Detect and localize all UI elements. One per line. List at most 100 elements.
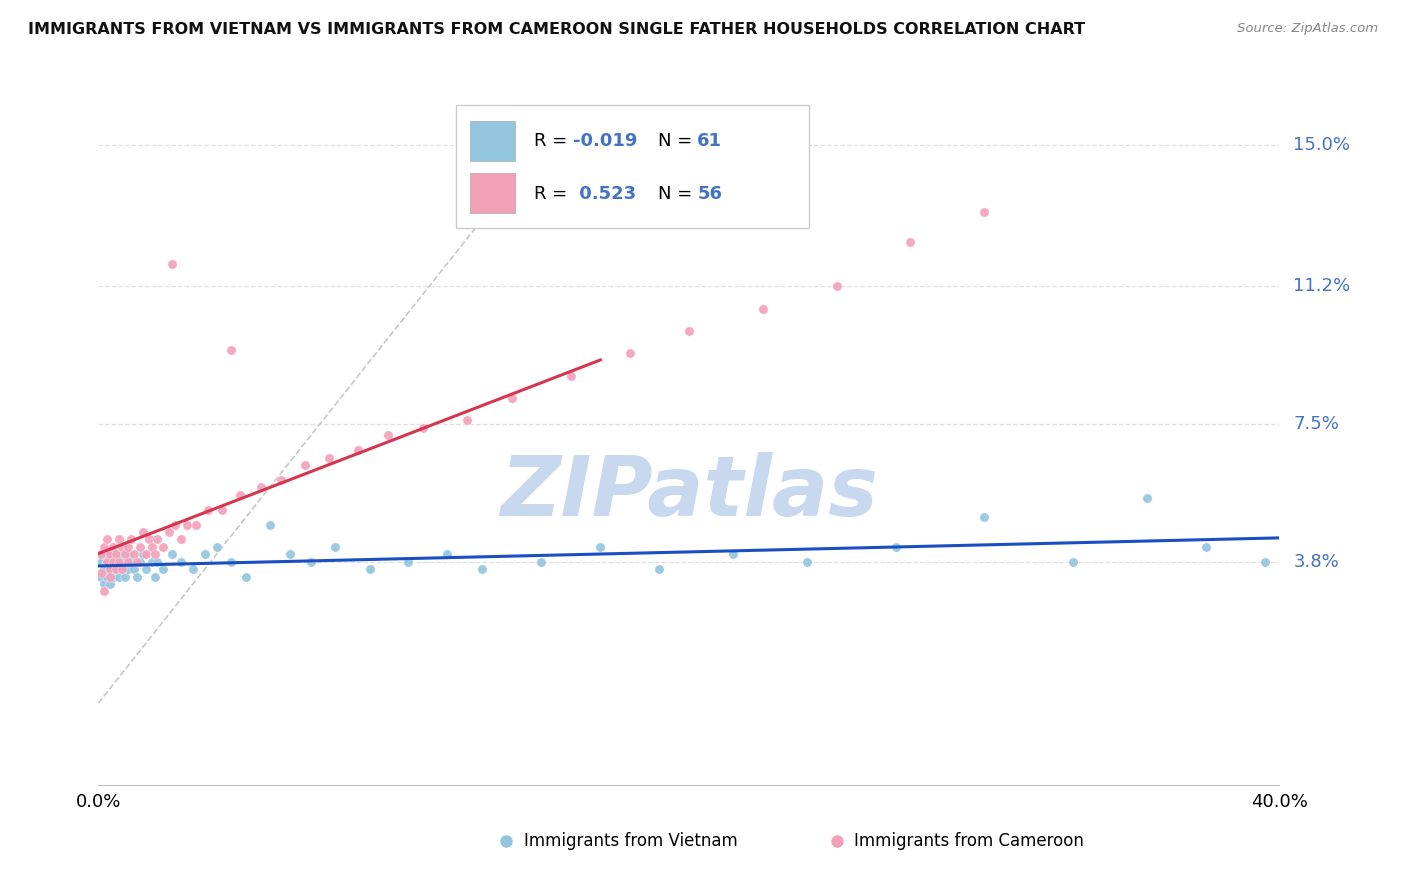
Bar: [471, 173, 516, 213]
Text: 0.523: 0.523: [574, 185, 637, 202]
Point: [141, 540, 163, 554]
Point: [318, 450, 340, 465]
Text: R =: R =: [534, 185, 574, 202]
Point: [96, 547, 118, 561]
Point: [170, 555, 193, 569]
Text: N =: N =: [658, 185, 699, 202]
Point: [125, 555, 148, 569]
Point: [114, 555, 136, 569]
Text: 61: 61: [697, 132, 723, 151]
Point: [270, 473, 292, 487]
Point: [299, 555, 322, 569]
Point: [184, 517, 207, 532]
Point: [884, 540, 907, 554]
Point: [359, 562, 381, 576]
Point: [1062, 555, 1084, 569]
Point: [135, 562, 157, 576]
Point: [436, 547, 458, 561]
Point: [108, 533, 131, 547]
Point: [412, 421, 434, 435]
Point: [1254, 555, 1277, 569]
Point: [205, 540, 228, 554]
Point: [117, 562, 139, 576]
Text: R =: R =: [534, 132, 574, 151]
Point: [157, 524, 180, 539]
Point: [103, 569, 125, 583]
Point: [122, 547, 145, 561]
Point: [93, 577, 115, 591]
Point: [108, 555, 131, 569]
Point: [114, 569, 136, 583]
Point: [103, 540, 125, 554]
Point: [111, 555, 134, 569]
Point: [194, 547, 217, 561]
Point: [560, 368, 582, 383]
Point: [721, 547, 744, 561]
Point: [105, 562, 128, 576]
Point: [122, 562, 145, 576]
Point: [90, 555, 112, 569]
Point: [96, 533, 118, 547]
Point: [96, 555, 118, 569]
Point: [796, 555, 818, 569]
Point: [250, 480, 273, 494]
Point: [347, 443, 370, 458]
Point: [619, 346, 641, 360]
Text: 3.8%: 3.8%: [1294, 553, 1339, 571]
Point: [259, 517, 281, 532]
Point: [108, 547, 131, 561]
Point: [973, 205, 995, 219]
Text: -0.019: -0.019: [574, 132, 637, 151]
Point: [143, 569, 166, 583]
Point: [128, 540, 150, 554]
Point: [294, 458, 316, 472]
Text: N =: N =: [658, 132, 699, 151]
Point: [471, 562, 494, 576]
Point: [96, 555, 118, 569]
Point: [751, 301, 773, 316]
Text: Immigrants from Cameroon: Immigrants from Cameroon: [855, 831, 1084, 849]
Point: [98, 569, 121, 583]
Point: [973, 510, 995, 524]
Point: [90, 569, 112, 583]
Point: [152, 562, 174, 576]
Point: [377, 428, 399, 442]
Point: [98, 577, 121, 591]
Text: 15.0%: 15.0%: [1294, 136, 1350, 154]
Point: [1195, 540, 1218, 554]
Point: [108, 569, 131, 583]
FancyBboxPatch shape: [457, 104, 810, 228]
Point: [90, 547, 112, 561]
Point: [98, 555, 121, 569]
Point: [678, 324, 700, 338]
Point: [117, 547, 139, 561]
Point: [117, 540, 139, 554]
Point: [456, 413, 478, 427]
Point: [197, 502, 219, 516]
Point: [98, 547, 121, 561]
Point: [143, 547, 166, 561]
Point: [162, 257, 183, 271]
Text: ZIPatlas: ZIPatlas: [501, 452, 877, 533]
Point: [103, 547, 125, 561]
Text: 56: 56: [697, 185, 723, 202]
Point: [176, 517, 198, 532]
Text: Immigrants from Vietnam: Immigrants from Vietnam: [523, 831, 737, 849]
Bar: [471, 121, 516, 161]
Text: IMMIGRANTS FROM VIETNAM VS IMMIGRANTS FROM CAMEROON SINGLE FATHER HOUSEHOLDS COR: IMMIGRANTS FROM VIETNAM VS IMMIGRANTS FR…: [28, 22, 1085, 37]
Point: [105, 555, 128, 569]
Point: [135, 547, 157, 561]
Point: [1135, 491, 1157, 506]
Point: [93, 540, 115, 554]
Point: [90, 566, 112, 580]
Text: Source: ZipAtlas.com: Source: ZipAtlas.com: [1237, 22, 1378, 36]
Point: [105, 547, 128, 561]
Point: [211, 502, 233, 516]
Point: [128, 555, 150, 569]
Point: [170, 533, 193, 547]
Point: [98, 562, 121, 576]
Point: [648, 562, 671, 576]
Point: [103, 555, 125, 569]
Text: 7.5%: 7.5%: [1294, 415, 1340, 433]
Point: [120, 555, 142, 569]
